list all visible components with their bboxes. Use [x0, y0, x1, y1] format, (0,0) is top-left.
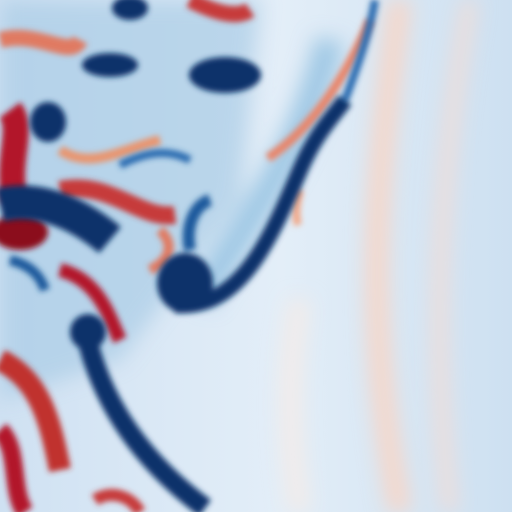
- blue-vortices: [0, 0, 379, 512]
- red-vortices: [0, 0, 375, 512]
